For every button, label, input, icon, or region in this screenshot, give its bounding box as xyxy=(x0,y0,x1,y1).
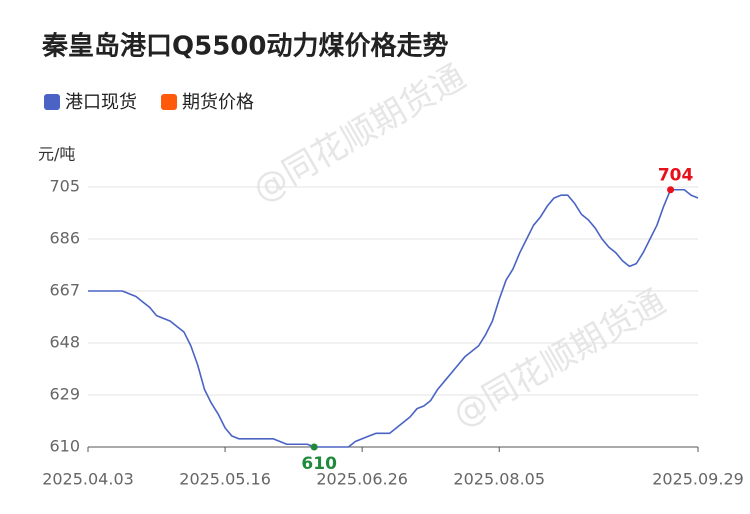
legend-swatch xyxy=(44,94,60,110)
plot-area: 704 610 xyxy=(88,166,699,474)
min-label: 610 xyxy=(301,454,337,474)
data-line xyxy=(88,188,699,448)
y-tick-label: 629 xyxy=(49,385,80,404)
x-tick-label: 2025.06.26 xyxy=(316,470,408,489)
chart-title: 秦皇岛港口Q5500动力煤价格走势 xyxy=(41,31,448,62)
legend-label: 港口现货 xyxy=(65,92,137,113)
max-label: 704 xyxy=(658,166,694,186)
y-tick-label: 667 xyxy=(49,281,80,300)
x-tick-label: 2025.09.29 xyxy=(652,470,744,489)
legend-swatch xyxy=(161,94,177,110)
y-tick-label: 648 xyxy=(49,333,80,352)
grid: 610 629 648 667 686 705 2025.04.03 2025.05.16 20… xyxy=(42,177,744,489)
y-tick-label: 610 xyxy=(49,437,80,456)
x-tick-label: 2025.08.05 xyxy=(453,470,545,489)
legend-label: 期货价格 xyxy=(182,92,254,113)
max-point xyxy=(667,186,675,194)
min-point xyxy=(310,443,318,451)
y-tick-label: 705 xyxy=(49,177,80,196)
watermark: @同花顺期货通 xyxy=(446,282,672,436)
x-tick-label: 2025.05.16 xyxy=(179,470,271,489)
y-axis-label: 元/吨 xyxy=(38,145,75,164)
x-tick-label: 2025.04.03 xyxy=(42,470,134,489)
y-tick-label: 686 xyxy=(49,229,80,248)
legend: 港口现货 期货价格 xyxy=(44,92,254,113)
